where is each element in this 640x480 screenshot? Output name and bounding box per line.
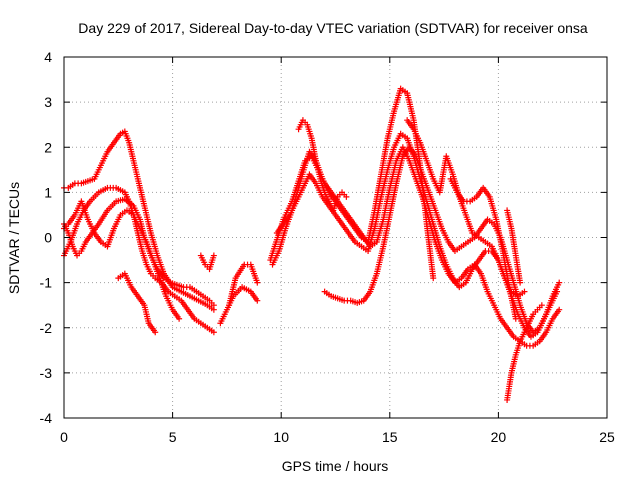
data-point xyxy=(521,288,528,295)
data-point xyxy=(430,275,437,282)
series-track-6 xyxy=(197,252,217,273)
series-track-2 xyxy=(61,128,217,313)
y-tick-label: -1 xyxy=(40,275,53,291)
y-axis-label: SDTVAR / TECUs xyxy=(6,182,22,294)
data-point xyxy=(512,315,519,322)
y-tick-label: 0 xyxy=(44,230,52,246)
data-point xyxy=(343,193,350,200)
data-point xyxy=(538,302,545,309)
y-tick-label: 4 xyxy=(44,49,52,65)
data-point xyxy=(556,279,563,286)
series-track-17 xyxy=(504,207,524,286)
x-tick-label: 5 xyxy=(169,429,177,445)
y-tick-label: 3 xyxy=(44,94,52,110)
x-tick-label: 20 xyxy=(491,429,507,445)
data-marks xyxy=(61,85,563,403)
data-point xyxy=(210,252,217,259)
x-tick-label: 10 xyxy=(273,429,289,445)
x-tick-label: 25 xyxy=(599,429,615,445)
data-point xyxy=(210,302,217,309)
data-point xyxy=(152,329,159,336)
y-tick-label: 2 xyxy=(44,139,52,155)
series-track-16 xyxy=(504,302,545,403)
y-tick-label: -2 xyxy=(40,320,53,336)
x-tick-label: 15 xyxy=(382,429,398,445)
axis-ticks: 0 5 10 15 20 25 -4 -3 -2 -1 0 1 2 3 4 xyxy=(40,49,615,445)
series-track-15 xyxy=(447,175,519,322)
series-track-13 xyxy=(321,144,563,336)
series-track-4 xyxy=(61,198,183,322)
series-track-12 xyxy=(295,117,350,214)
data-point xyxy=(254,297,261,304)
y-tick-label: -3 xyxy=(40,365,53,381)
y-tick-label: 1 xyxy=(44,184,52,200)
chart-title: Day 229 of 2017, Sidereal Day-to-day VTE… xyxy=(78,20,588,36)
data-point xyxy=(210,329,217,336)
data-point xyxy=(517,279,524,286)
x-tick-label: 0 xyxy=(60,429,68,445)
data-point xyxy=(176,315,183,322)
data-point xyxy=(556,306,563,313)
x-axis-label: GPS time / hours xyxy=(282,458,389,474)
y-tick-label: -4 xyxy=(40,410,53,426)
series-track-8 xyxy=(226,261,261,309)
series-track-5 xyxy=(115,270,159,336)
data-point xyxy=(254,279,261,286)
